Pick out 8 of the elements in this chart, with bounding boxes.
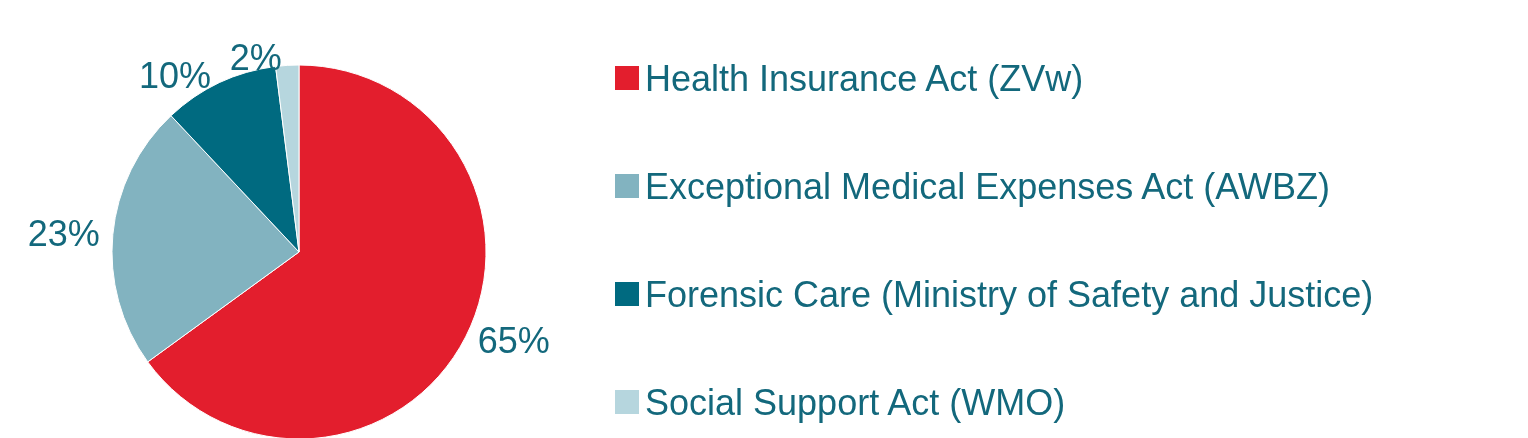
data-label: 2% bbox=[229, 36, 282, 78]
data-label: 23% bbox=[27, 213, 100, 255]
data-label: 10% bbox=[138, 55, 211, 97]
legend-label: Social Support Act (WMO) bbox=[645, 381, 1066, 423]
legend-label: Health Insurance Act (ZVw) bbox=[645, 57, 1084, 99]
legend-label: Exceptional Medical Expenses Act (AWBZ) bbox=[645, 165, 1330, 207]
data-label: 65% bbox=[477, 320, 550, 362]
legend-label: Forensic Care (Ministry of Safety and Justice) bbox=[645, 273, 1374, 315]
